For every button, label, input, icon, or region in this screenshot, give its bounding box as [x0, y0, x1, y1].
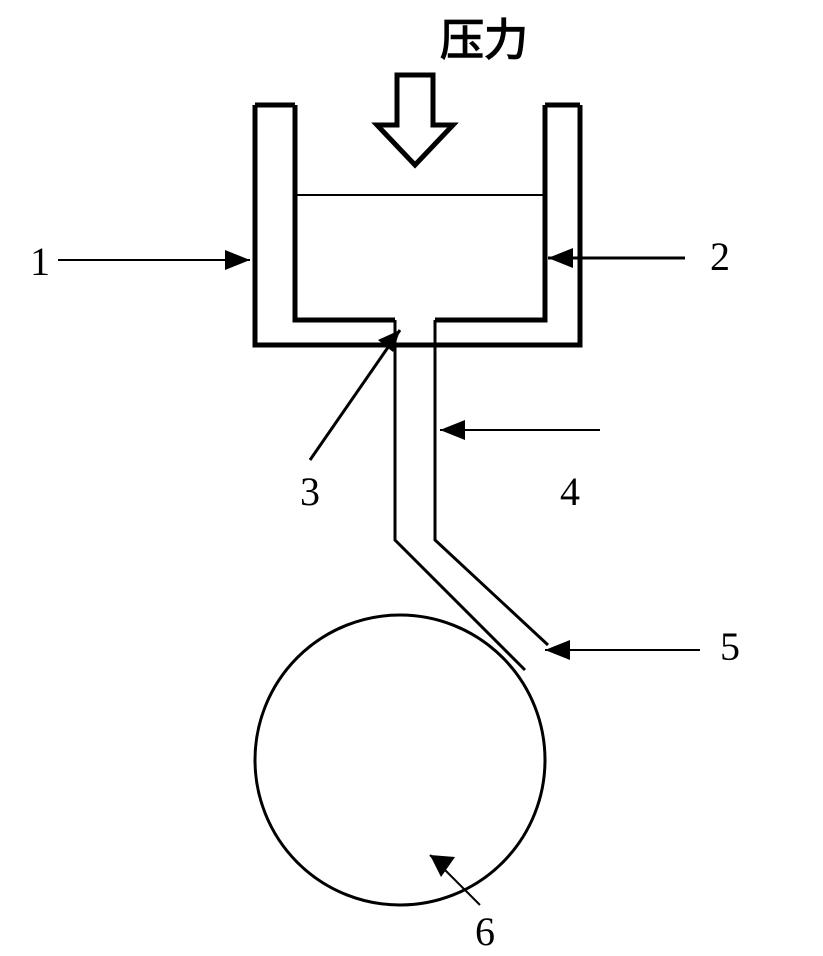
label-5: 5 [720, 624, 740, 669]
title-pressure: 压力 [440, 16, 528, 65]
label-2: 2 [710, 234, 730, 279]
label-6: 6 [475, 909, 495, 954]
label-1: 1 [30, 239, 50, 284]
label-4: 4 [560, 469, 580, 514]
label-3: 3 [300, 469, 320, 514]
background [0, 0, 823, 956]
